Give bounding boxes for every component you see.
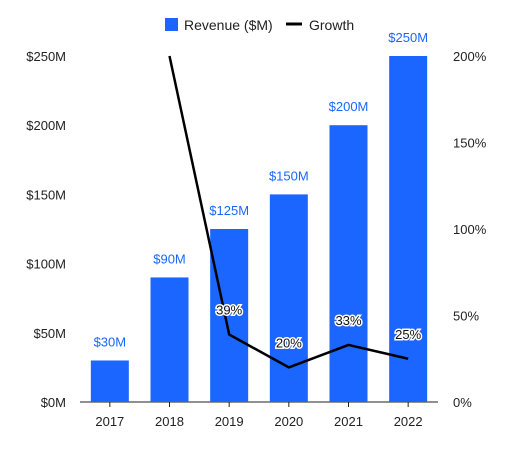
y-left-tick-label: $100M [26,257,66,272]
y-left-tick-label: $150M [26,187,66,202]
growth-data-label: 39% [216,303,242,318]
revenue-bar-labels: $30M $90M $125M $150M $200M $250M [94,30,428,349]
y-right-tick-label: 50% [453,309,479,324]
legend-swatch-revenue [165,18,178,31]
revenue-bar [269,194,308,402]
revenue-bar [329,125,368,402]
x-tick-label: 2018 [155,414,184,429]
y-right-tick-label: 100% [453,222,487,237]
x-tick-label: 2020 [274,414,303,429]
growth-data-label: 20% [276,335,302,350]
revenue-bar [389,56,428,402]
x-tick-label: 2022 [394,414,423,429]
growth-data-labels: 39% 20% 33% 25% [215,301,423,352]
y-axis-left: $0M $50M $100M $150M $200M $250M [26,49,66,410]
revenue-bar-label: $200M [329,99,369,114]
revenue-bar [210,229,249,402]
revenue-bar [150,277,189,402]
legend-label-revenue: Revenue ($M) [184,17,273,33]
growth-line-series [168,55,409,369]
revenue-bar-label: $125M [209,203,249,218]
x-tick-label: 2021 [334,414,363,429]
x-tick-label: 2017 [95,414,124,429]
revenue-bar-label: $30M [94,334,127,349]
y-left-tick-label: $0M [41,395,66,410]
legend: Revenue ($M) Growth [165,17,354,33]
revenue-bars [90,56,428,402]
x-tick-label: 2019 [215,414,244,429]
y-left-tick-label: $50M [33,326,66,341]
y-right-tick-label: 0% [453,395,472,410]
growth-data-label: 33% [335,313,361,328]
revenue-bar [90,360,129,402]
y-right-tick-label: 150% [453,136,487,151]
growth-line [168,55,409,369]
y-left-tick-label: $250M [26,49,66,64]
y-right-tick-label: 200% [453,49,487,64]
revenue-bar-label: $150M [269,168,309,183]
y-axis-right: 0% 50% 100% 150% 200% [453,49,487,410]
legend-label-growth: Growth [309,17,354,33]
growth-data-label: 25% [395,327,421,342]
revenue-bar-label: $90M [153,251,186,266]
y-left-tick-label: $200M [26,118,66,133]
revenue-bar-label: $250M [388,30,428,45]
x-axis: 2017 2018 2019 2020 2021 2022 [80,401,438,429]
